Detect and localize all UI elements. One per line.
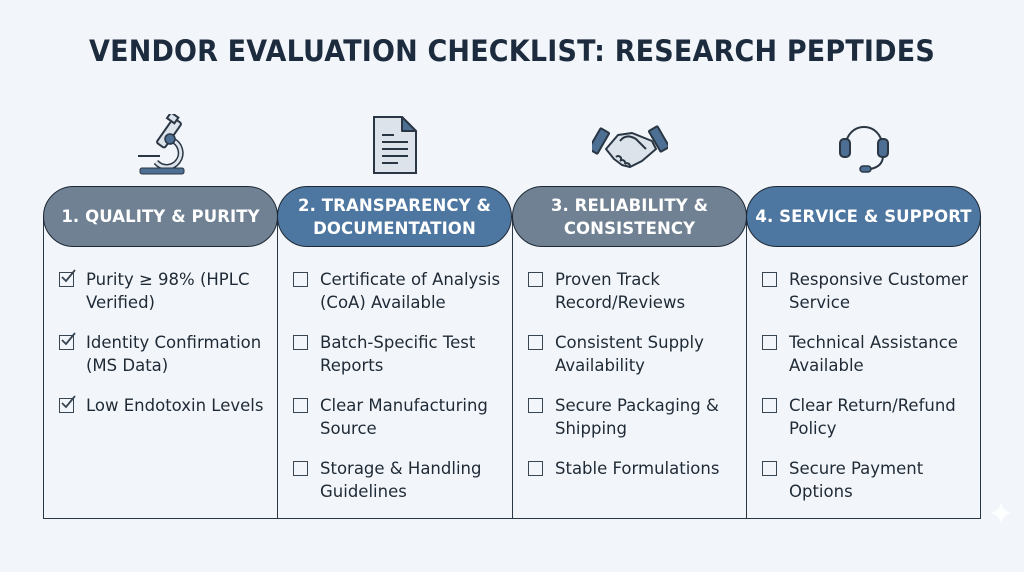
checkbox-checked-icon[interactable] (59, 269, 76, 287)
checklist: Certificate of Analysis (CoA) Available … (293, 268, 504, 520)
column-header: 3. RELIABILITY & CONSISTENCY (512, 186, 747, 247)
checkbox-icon[interactable] (528, 461, 543, 476)
checklist-item[interactable]: Technical Assistance Available (762, 331, 973, 377)
checklist-item-label: Proven Track Record/Reviews (555, 270, 686, 312)
checklist-item-label: Responsive Customer Service (789, 270, 968, 312)
checklist-item[interactable]: Identity Confirmation (MS Data) (59, 331, 270, 377)
checklist-item[interactable]: Certificate of Analysis (CoA) Available (293, 268, 504, 314)
checklist-item-label: Low Endotoxin Levels (86, 396, 264, 415)
column-body (746, 216, 981, 519)
checklist-item[interactable]: Proven Track Record/Reviews (528, 268, 739, 314)
checkbox-icon[interactable] (762, 398, 777, 413)
checklist-item[interactable]: Storage & Handling Guidelines (293, 457, 504, 503)
column-reliability: 3. RELIABILITY & CONSISTENCY Proven Trac… (512, 186, 747, 519)
checklist-item[interactable]: Purity ≥ 98% (HPLC Verified) (59, 268, 270, 314)
column-quality: 1. QUALITY & PURITY Purity ≥ 98% (HPLC V… (43, 186, 278, 519)
checkbox-icon[interactable] (528, 335, 543, 350)
microscope-icon (124, 110, 204, 180)
column-service: 4. SERVICE & SUPPORT Responsive Customer… (746, 186, 981, 519)
checklist-item[interactable]: Low Endotoxin Levels (59, 394, 270, 417)
checklist-item-label: Stable Formulations (555, 459, 720, 478)
checklist-item-label: Identity Confirmation (MS Data) (86, 333, 262, 375)
column-body (512, 216, 747, 519)
checklist-item[interactable]: Batch-Specific Test Reports (293, 331, 504, 377)
checklist-item-label: Clear Manufacturing Source (320, 396, 488, 438)
document-icon (355, 110, 435, 180)
checklist-item-label: Purity ≥ 98% (HPLC Verified) (86, 270, 250, 312)
checkbox-icon[interactable] (528, 398, 543, 413)
checkbox-icon[interactable] (762, 461, 777, 476)
checklist-item-label: Technical Assistance Available (789, 333, 958, 375)
checklist-item[interactable]: Clear Manufacturing Source (293, 394, 504, 440)
checkbox-checked-icon[interactable] (59, 332, 76, 350)
handshake-icon (590, 110, 670, 180)
checklist-item[interactable]: Secure Payment Options (762, 457, 973, 503)
sparkle-icon (988, 500, 1014, 526)
checkbox-icon[interactable] (528, 272, 543, 287)
checkbox-icon[interactable] (293, 335, 308, 350)
column-transparency: 2. TRANSPARENCY & DOCUMENTATION Certific… (277, 186, 512, 519)
checklist-item-label: Clear Return/Refund Policy (789, 396, 956, 438)
checkbox-icon[interactable] (762, 272, 777, 287)
checklist-item-label: Certificate of Analysis (CoA) Available (320, 270, 501, 312)
checklist-item-label: Batch-Specific Test Reports (320, 333, 476, 375)
checklist-item[interactable]: Responsive Customer Service (762, 268, 973, 314)
column-header: 1. QUALITY & PURITY (43, 186, 278, 247)
column-header: 2. TRANSPARENCY & DOCUMENTATION (277, 186, 512, 247)
checklist-item[interactable]: Secure Packaging & Shipping (528, 394, 739, 440)
headset-icon (824, 110, 904, 180)
checkbox-icon[interactable] (293, 272, 308, 287)
column-body (43, 216, 278, 519)
checklist: Proven Track Record/Reviews Consistent S… (528, 268, 739, 497)
checklist-item-label: Consistent Supply Availability (555, 333, 704, 375)
checklist-item[interactable]: Clear Return/Refund Policy (762, 394, 973, 440)
checklist-item-label: Secure Payment Options (789, 459, 924, 501)
column-header: 4. SERVICE & SUPPORT (746, 186, 981, 247)
checklist-item-label: Storage & Handling Guidelines (320, 459, 482, 501)
checklist-item-label: Secure Packaging & Shipping (555, 396, 719, 438)
checkbox-icon[interactable] (293, 398, 308, 413)
checklist-table: 1. QUALITY & PURITY Purity ≥ 98% (HPLC V… (43, 186, 981, 519)
column-body (277, 216, 512, 519)
checklist-item[interactable]: Stable Formulations (528, 457, 739, 480)
checklist: Purity ≥ 98% (HPLC Verified) Identity Co… (59, 268, 270, 434)
checkbox-icon[interactable] (293, 461, 308, 476)
page-title: VENDOR EVALUATION CHECKLIST: RESEARCH PE… (89, 34, 935, 68)
checkbox-checked-icon[interactable] (59, 395, 76, 413)
checkbox-icon[interactable] (762, 335, 777, 350)
checklist-item[interactable]: Consistent Supply Availability (528, 331, 739, 377)
checklist: Responsive Customer Service Technical As… (762, 268, 973, 520)
